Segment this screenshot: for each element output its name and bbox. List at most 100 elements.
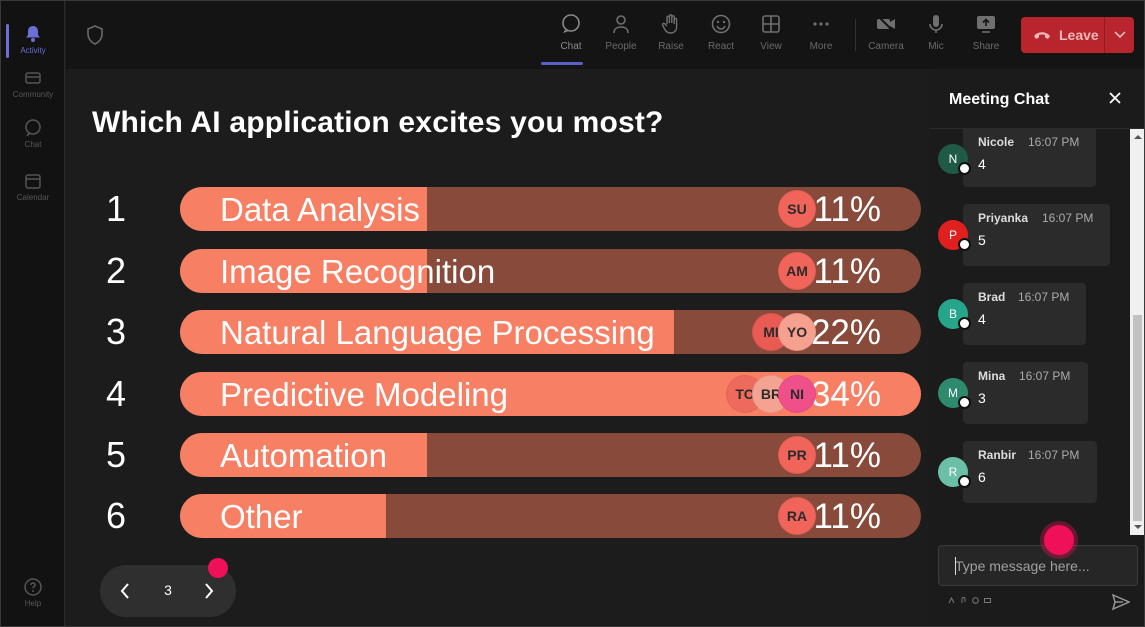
- poll-option-bar[interactable]: Predictive Modeling NI BR TO 34%: [180, 372, 921, 416]
- calendar-icon: [25, 173, 41, 189]
- sender-name: Nicole: [978, 135, 1015, 149]
- rail-label: Chat: [24, 139, 42, 149]
- voter-avatars: AM: [778, 252, 816, 290]
- page-number: 3: [164, 582, 172, 598]
- message-text: 5: [978, 232, 986, 248]
- message-time: 16:07 PM: [1028, 448, 1080, 462]
- option-number: 4: [106, 373, 127, 414]
- poll-option-bar[interactable]: Natural Language Processing YO MI 22%: [180, 310, 921, 354]
- community-icon: [25, 71, 41, 84]
- share-screen-icon: [977, 16, 995, 33]
- toolbar-divider: [855, 19, 856, 51]
- poll-option-bar[interactable]: Automation PR 11%: [180, 433, 921, 477]
- chevron-down-icon: [1113, 31, 1126, 39]
- message-text: 3: [978, 390, 986, 406]
- message-bubble: Priyanka 16:07 PM 5: [963, 204, 1110, 266]
- rail-label: Calendar: [16, 192, 50, 202]
- chat-message: Priyanka 16:07 PM 5 P: [930, 204, 1130, 266]
- scroll-up-icon[interactable]: [1133, 132, 1143, 142]
- sender-name: Priyanka: [978, 211, 1029, 225]
- previous-page-button[interactable]: [114, 579, 136, 603]
- poll-option-fill: [180, 187, 427, 231]
- poll-option-percent: 11%: [813, 252, 881, 291]
- phone-hangup-icon: [1034, 32, 1050, 39]
- message-time: 16:07 PM: [1028, 135, 1080, 149]
- hand-icon: [661, 14, 678, 34]
- poll-option-fill: [180, 494, 386, 538]
- mic-button[interactable]: Mic: [914, 11, 958, 63]
- avatar[interactable]: N: [938, 144, 971, 175]
- close-icon[interactable]: [1108, 91, 1122, 105]
- leave-dropdown-button[interactable]: [1104, 17, 1134, 53]
- ellipsis-icon: [813, 22, 829, 26]
- scrollbar-thumb[interactable]: [1133, 315, 1142, 521]
- rail-item-activity[interactable]: Activity: [1, 14, 65, 64]
- view-button[interactable]: View: [749, 11, 793, 63]
- poll-option-bar[interactable]: Image Recognition AM 11%: [180, 249, 921, 293]
- option-number: 1: [106, 188, 127, 229]
- raise-hand-button[interactable]: Raise: [649, 11, 693, 63]
- poll-option-label: Other: [220, 498, 303, 535]
- chat-message: Mina 16:07 PM 3 M: [930, 362, 1130, 424]
- help-icon: [24, 577, 42, 596]
- poll-option-bar[interactable]: Data Analysis SU 11%: [180, 187, 921, 231]
- rail-item-community[interactable]: Community: [1, 58, 65, 108]
- gif-icon[interactable]: [984, 597, 991, 604]
- rail-item-help[interactable]: Help: [1, 567, 65, 617]
- react-button[interactable]: React: [699, 11, 743, 63]
- camera-label: Camera: [868, 41, 904, 52]
- next-page-button[interactable]: [198, 579, 220, 603]
- voter-avatar: RA: [778, 497, 816, 535]
- chat-message-list: Nicole 16:07 PM 4 N Priyanka 16:07 PM 5 P Brad 16…: [930, 129, 1130, 535]
- rail-item-chat[interactable]: Chat: [1, 108, 65, 158]
- voter-avatar: NI: [778, 375, 816, 413]
- avatar[interactable]: B: [938, 299, 971, 330]
- chat-button[interactable]: Chat: [541, 11, 593, 65]
- camera-button[interactable]: Camera: [864, 11, 908, 63]
- chat-icon: [25, 118, 41, 136]
- text-caret: [955, 557, 956, 575]
- poll-option-bar[interactable]: Other RA 11%: [180, 494, 921, 538]
- chat-icon: [562, 14, 580, 33]
- attach-icon[interactable]: [960, 597, 967, 604]
- share-button[interactable]: Share: [964, 11, 1008, 63]
- chat-message: Nicole 16:07 PM 4 N: [930, 129, 1130, 187]
- voter-avatar: YO: [778, 313, 816, 351]
- meeting-chat-panel: Meeting Chat Nicole 16:07 PM 4 N Priyanka 16:…: [930, 69, 1144, 626]
- rail-item-calendar[interactable]: Calendar: [1, 161, 65, 211]
- avatar[interactable]: P: [938, 220, 971, 251]
- react-label: React: [707, 41, 735, 52]
- send-icon[interactable]: [1112, 593, 1130, 611]
- more-button[interactable]: More: [799, 11, 843, 63]
- option-number: 2: [106, 250, 127, 291]
- rail-label: Activity: [20, 45, 46, 55]
- scroll-down-icon[interactable]: [1133, 522, 1143, 532]
- emoji-icon[interactable]: [972, 597, 979, 604]
- people-button[interactable]: People: [599, 11, 643, 63]
- chevron-left-icon: [120, 583, 129, 599]
- pointer-cursor-dot: [208, 558, 228, 578]
- raise-label: Raise: [658, 41, 684, 52]
- poll-option-fill: [180, 310, 675, 354]
- format-icon[interactable]: [948, 597, 955, 604]
- message-text: 6: [978, 469, 986, 485]
- poll-option-percent: 11%: [813, 190, 881, 229]
- more-label: More: [809, 41, 833, 52]
- avatar[interactable]: R: [938, 457, 971, 488]
- chat-scrollbar[interactable]: [1130, 129, 1144, 535]
- left-rail: Activity Community Chat Calendar Help: [1, 1, 65, 626]
- avatar[interactable]: M: [938, 378, 971, 409]
- poll-option-percent: 34%: [810, 375, 881, 414]
- format-toolbar: [948, 597, 991, 604]
- shield-icon: [87, 25, 103, 45]
- poll-option-percent: 22%: [810, 313, 881, 352]
- sender-name: Mina: [978, 369, 1006, 383]
- pointer-cursor-dot: [1044, 525, 1074, 555]
- chat-message-input[interactable]: [939, 546, 1137, 585]
- leave-button[interactable]: Leave: [1021, 17, 1134, 53]
- chat-message-field[interactable]: [938, 545, 1138, 586]
- poll-option-fill: [180, 433, 427, 477]
- chat-label: Chat: [560, 41, 582, 52]
- chat-message: Brad 16:07 PM 4 B: [930, 283, 1130, 345]
